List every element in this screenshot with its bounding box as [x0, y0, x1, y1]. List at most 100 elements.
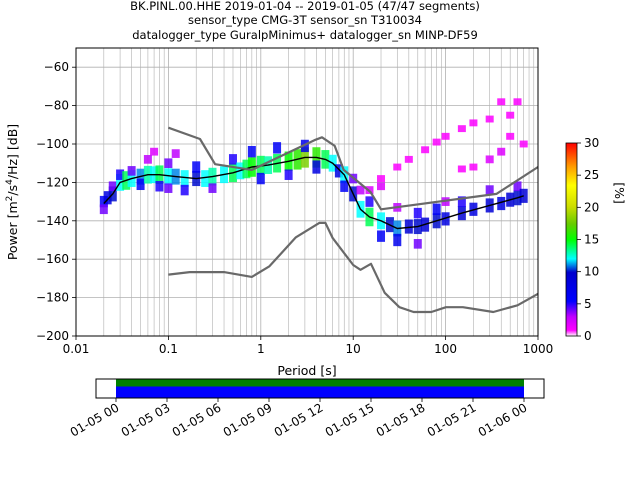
x-axis-ticks: 0.01 0.1 1 10 100 1000: [63, 336, 554, 356]
density-cell: [164, 168, 173, 186]
density-cell: [497, 98, 506, 106]
density-cell: [164, 183, 173, 193]
psd-plot-area: 0.01 0.1 1 10 100 1000 −200 −180 −160 −140 −120 −1…: [36, 47, 554, 356]
series-line-nhnm: [168, 126, 539, 211]
y-tick-label: −160: [36, 252, 69, 266]
colorbar-tick-label: 5: [584, 297, 592, 311]
density-cell: [506, 132, 515, 140]
title-line-2: sensor_type CMG-3T sensor_sn T310034: [188, 13, 422, 27]
colorbar-tick-label: 10: [584, 265, 599, 279]
density-cell: [469, 163, 478, 171]
time-tick-label: 01-05 15: [323, 400, 377, 439]
density-cell: [340, 180, 349, 192]
density-cell: [457, 165, 466, 173]
density-cell: [377, 230, 386, 242]
density-cell: [155, 180, 164, 192]
x-axis-label: Period [s]: [277, 363, 336, 378]
density-cell: [284, 169, 293, 180]
density-cell: [136, 178, 145, 191]
density-cell: [393, 163, 402, 171]
density-cell: [432, 203, 441, 215]
density-cell: [356, 185, 365, 195]
colorbar-label: [%]: [612, 182, 627, 204]
density-cell: [164, 158, 173, 168]
density-cell: [413, 207, 422, 219]
time-tick-label: 01-05 21: [425, 400, 479, 439]
colorbar-ticks: 0 5 10 15 20 25 30: [577, 136, 599, 343]
x-tick-label: 0.1: [159, 342, 178, 356]
density-cell: [519, 140, 528, 148]
colorbar-tick-label: 25: [584, 168, 599, 182]
density-cell: [485, 115, 494, 123]
density-cell: [469, 119, 478, 127]
x-tick-label: 0.01: [63, 342, 90, 356]
y-tick-label: −200: [36, 329, 69, 343]
density-cell: [485, 155, 494, 164]
plot-frame: [75, 47, 539, 337]
series-lines: [103, 126, 539, 314]
density-cell: [228, 154, 237, 165]
x-tick-label: 1: [257, 342, 265, 356]
time-tick-label: 01-05 12: [272, 400, 326, 439]
y-label-mid: /s: [5, 185, 20, 196]
y-tick-label: −80: [44, 99, 69, 113]
density-cell: [103, 191, 112, 205]
time-tick-label: 01-05 03: [119, 400, 173, 439]
density-cell: [457, 125, 466, 133]
density-cell: [99, 204, 108, 215]
density-cell: [506, 111, 515, 119]
density-cell: [143, 155, 152, 164]
time-coverage-data-bar: [116, 386, 524, 398]
density-cell: [127, 166, 136, 176]
chart-title: BK.PINL.00.HHE 2019-01-04 -- 2019-01-05 …: [130, 0, 480, 42]
y-label-prefix: Power [m: [5, 201, 20, 260]
density-cell: [497, 196, 506, 211]
y-tick-label: −180: [36, 291, 69, 305]
y-tick-label: −60: [44, 60, 69, 74]
density-cell: [513, 98, 522, 106]
density-cell: [432, 138, 441, 146]
density-cell: [150, 147, 159, 156]
density-cell: [334, 164, 343, 178]
series-line-nlnm: [168, 221, 539, 314]
colorbar-tick-label: 15: [584, 233, 599, 247]
density-cell: [247, 145, 256, 158]
density-cell: [393, 233, 402, 247]
colorbar-tick-label: 30: [584, 136, 599, 150]
y-label-sup1: 2: [5, 196, 15, 202]
density-cell: [404, 219, 413, 234]
density-cell: [180, 170, 189, 187]
density-cell: [192, 161, 201, 173]
y-label-sup2: 4: [5, 179, 15, 185]
time-coverage-top-bar: [116, 379, 524, 387]
density-cell: [273, 142, 282, 154]
density-cell: [441, 132, 450, 140]
density-cell: [404, 155, 413, 163]
y-axis-label: Power [m2/s4/Hz] [dB]: [5, 124, 20, 260]
density-cell: [457, 196, 466, 207]
title-line-3: datalogger_type GuralpMinimus+ datalogge…: [132, 28, 478, 42]
density-cell: [413, 239, 422, 249]
colorbar-tick-label: 0: [584, 329, 592, 343]
colorbar-tick-label: 20: [584, 200, 599, 214]
time-tick-label: 01-05 00: [68, 400, 122, 439]
time-tick-label: 01-05 18: [374, 400, 428, 439]
density-cell: [441, 212, 450, 226]
density-cell: [208, 183, 217, 193]
colorbar-gradient: [565, 142, 578, 337]
density-cell: [180, 184, 189, 196]
y-tick-label: −100: [36, 137, 69, 151]
time-tick-label: 01-05 06: [170, 400, 224, 439]
y-tick-label: −140: [36, 214, 69, 228]
x-tick-label: 1000: [523, 342, 554, 356]
density-cell: [108, 181, 117, 192]
density-cell: [312, 160, 321, 174]
plot-background: [76, 48, 538, 336]
density-cell: [377, 175, 386, 183]
y-axis-ticks: −200 −180 −160 −140 −120 −100 −80 −60: [36, 60, 76, 343]
title-line-1: BK.PINL.00.HHE 2019-01-04 -- 2019-01-05 …: [130, 0, 480, 13]
density-cell: [485, 185, 494, 195]
